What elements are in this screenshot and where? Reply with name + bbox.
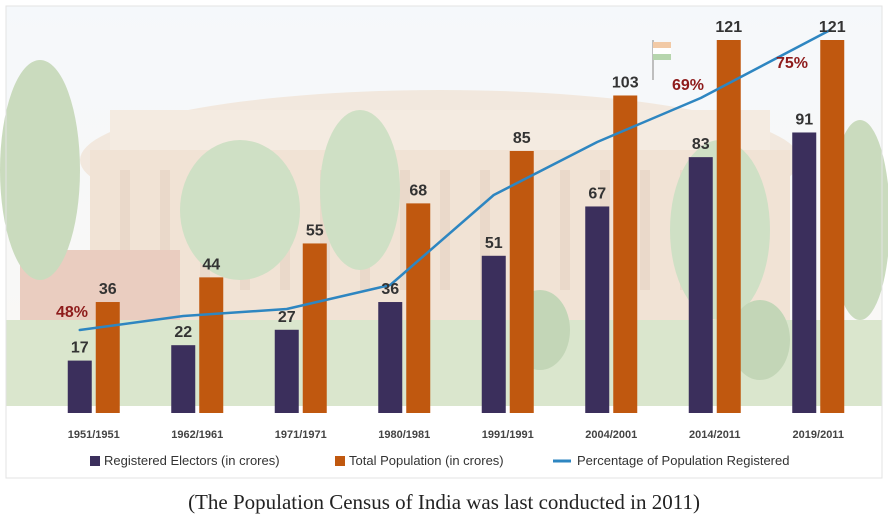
x-tick-5: 2004/2001 (585, 429, 637, 441)
bar-population-0 (95, 302, 120, 413)
chart-svg: 17 36 22 44 27 55 36 68 51 85 67 103 83 121 91 121 48% 69… (0, 5, 888, 479)
bar-electors-4 (481, 255, 506, 413)
label-population-1: 44 (202, 256, 220, 273)
pct-annotation-0: 48% (56, 304, 88, 321)
bar-electors-2 (274, 329, 299, 413)
legend-population-swatch (335, 456, 345, 466)
bar-population-5 (613, 95, 638, 413)
label-electors-0: 17 (71, 340, 89, 357)
bar-population-6 (716, 40, 741, 413)
label-electors-4: 51 (485, 235, 503, 252)
bar-electors-1 (171, 345, 196, 413)
bar-population-2 (302, 243, 327, 413)
x-tick-7: 2019/2011 (793, 429, 844, 441)
label-population-3: 68 (409, 182, 427, 199)
legend-percentage-text: Percentage of Population Registered (577, 453, 789, 468)
label-electors-1: 22 (174, 324, 192, 341)
bar-population-7 (820, 40, 845, 413)
label-population-4: 85 (513, 130, 531, 147)
label-population-2: 55 (306, 222, 324, 239)
pct-annotation-7: 75% (776, 55, 808, 72)
label-population-0: 36 (99, 281, 117, 298)
label-electors-5: 67 (588, 185, 606, 202)
chart-figure: 17 36 22 44 27 55 36 68 51 85 67 103 83 121 91 121 48% 69… (0, 5, 888, 479)
legend-population-text: Total Population (in crores) (349, 453, 504, 468)
x-tick-3: 1980/1981 (378, 429, 430, 441)
bar-electors-0 (67, 360, 92, 413)
chart-caption: (The Population Census of India was last… (188, 490, 700, 514)
legend-electors-text: Registered Electors (in crores) (104, 453, 280, 468)
bar-electors-5 (585, 206, 610, 413)
bar-population-4 (509, 150, 534, 413)
x-tick-1: 1962/1961 (171, 429, 223, 441)
bar-population-1 (199, 277, 224, 413)
x-tick-6: 2014/2011 (689, 429, 740, 441)
label-population-5: 103 (612, 74, 639, 91)
legend-electors-swatch (90, 456, 100, 466)
line-percentage-registered (78, 28, 832, 332)
x-tick-4: 1991/1991 (482, 429, 534, 441)
x-tick-2: 1971/1971 (275, 429, 327, 441)
pct-annotation-6: 69% (672, 77, 704, 94)
bar-electors-3 (378, 302, 403, 413)
label-electors-2: 27 (278, 309, 296, 326)
label-electors-7: 91 (795, 111, 813, 128)
bar-population-3 (406, 203, 431, 413)
background-scene (0, 6, 888, 406)
label-electors-6: 83 (692, 136, 710, 153)
label-population-7: 121 (819, 19, 846, 36)
bar-electors-6 (688, 157, 713, 413)
label-population-6: 121 (715, 19, 742, 36)
label-electors-3: 36 (381, 281, 399, 298)
x-tick-0: 1951/1951 (68, 429, 120, 441)
bar-electors-7 (792, 132, 817, 413)
